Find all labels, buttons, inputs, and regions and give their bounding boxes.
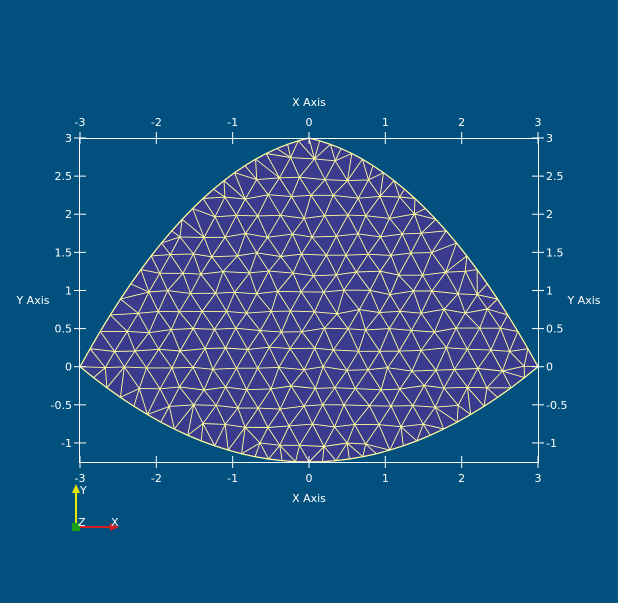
y-tick-label: 0 [546, 361, 553, 374]
x-tick-label: 1 [382, 116, 389, 129]
x-tick-label: 2 [458, 472, 465, 485]
x-axis-title-bottom: X Axis [292, 492, 326, 505]
y-axis-title-left: Y Axis [15, 294, 49, 307]
y-tick-label: -0.5 [51, 399, 72, 412]
y-tick-label: 0.5 [55, 323, 73, 336]
y-axis-title-right: Y Axis [566, 294, 600, 307]
y-tick-label: 2 [546, 208, 553, 221]
orientation-y-label: Y [79, 484, 87, 497]
y-tick-label: 1 [65, 284, 72, 297]
x-tick-label: 1 [382, 472, 389, 485]
triangular-mesh [79, 137, 539, 463]
y-tick-label: 2.5 [55, 170, 73, 183]
x-tick-label: -1 [227, 472, 238, 485]
x-tick-label: -2 [151, 472, 162, 485]
axis-ticks [74, 132, 544, 468]
y-tick-label: 1.5 [55, 246, 73, 259]
y-tick-label: 1.5 [546, 246, 564, 259]
orientation-x-label: X [111, 516, 119, 529]
y-tick-label: 0 [65, 361, 72, 374]
orientation-z-label: Z [78, 516, 86, 529]
mesh-domain [80, 138, 538, 462]
x-tick-label: 3 [535, 116, 542, 129]
y-tick-label: -1 [61, 437, 72, 450]
y-tick-label: 1 [546, 284, 553, 297]
y-tick-label: 3 [65, 132, 72, 145]
mesh-boundary [79, 137, 539, 463]
orientation-axes-widget: Y Z X [72, 484, 119, 531]
orientation-z-axis-marker [72, 523, 80, 531]
x-tick-label: -3 [75, 116, 86, 129]
orientation-x-arrow-icon [110, 523, 119, 531]
x-tick-label: 2 [458, 116, 465, 129]
y-tick-label: -0.5 [546, 399, 567, 412]
y-tick-label: 2.5 [546, 170, 564, 183]
x-tick-label: 0 [306, 116, 313, 129]
orientation-y-arrow-icon [72, 484, 80, 493]
x-tick-label: -2 [151, 116, 162, 129]
x-tick-label: 3 [535, 472, 542, 485]
y-tick-label: 0.5 [546, 323, 564, 336]
y-tick-label: -1 [546, 437, 557, 450]
x-tick-label: -3 [75, 472, 86, 485]
x-tick-label: 0 [306, 472, 313, 485]
x-axis-title-top: X Axis [292, 96, 326, 109]
x-tick-label: -1 [227, 116, 238, 129]
y-tick-label: 2 [65, 208, 72, 221]
y-tick-label: 3 [546, 132, 553, 145]
